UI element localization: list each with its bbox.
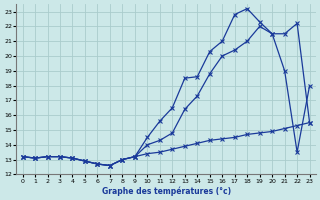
X-axis label: Graphe des températures (°c): Graphe des températures (°c) [101, 186, 231, 196]
